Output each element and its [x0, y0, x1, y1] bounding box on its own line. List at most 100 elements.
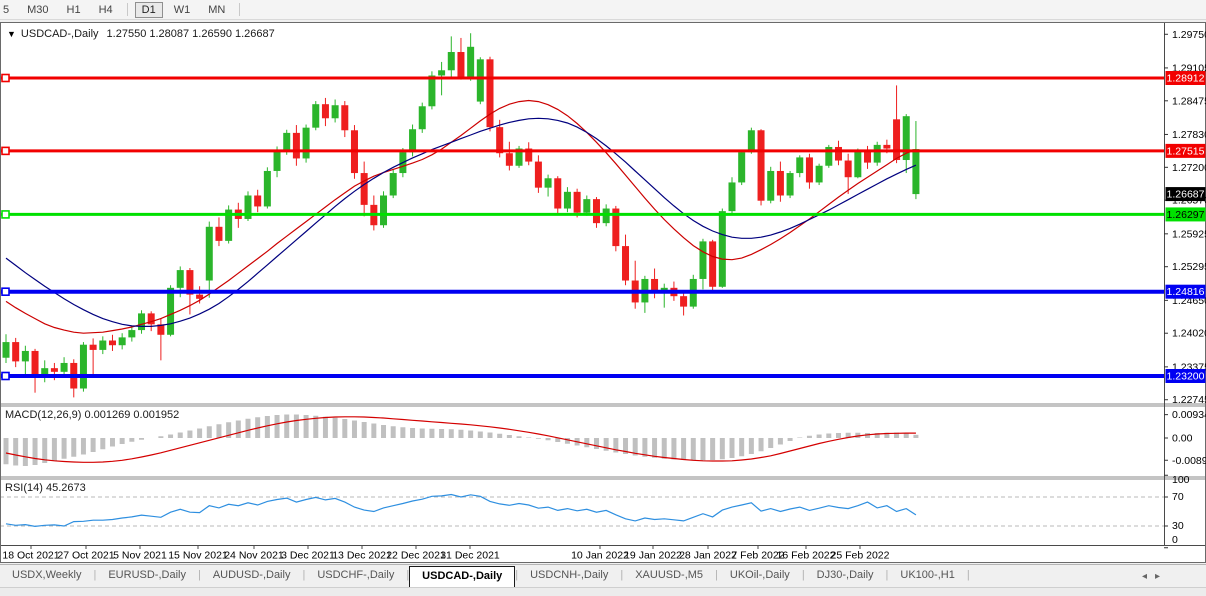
tab-ukoil-daily[interactable]: UKOil-,Daily: [729, 569, 790, 581]
price-badge: [1165, 207, 1206, 222]
macd-histogram-bar: [729, 438, 735, 458]
macd-histogram-bar: [826, 433, 832, 438]
timeframe-button-H1[interactable]: H1: [66, 3, 81, 16]
macd-histogram-bar: [623, 438, 629, 454]
date-axis-label: 15 Nov 2021: [168, 550, 228, 562]
rsi-axis-label: 100: [1172, 474, 1190, 486]
macd-histogram-bar: [226, 422, 232, 438]
candle-body: [418, 106, 426, 130]
levels-layer: [0, 73, 1164, 381]
candle-body: [573, 191, 581, 213]
candle-body: [438, 70, 446, 76]
candle-body: [331, 105, 339, 119]
macd-histogram-bar: [293, 414, 299, 438]
macd-histogram-bar: [700, 438, 706, 461]
candle-body: [273, 151, 281, 171]
candle-body: [41, 368, 49, 378]
candle-body: [457, 52, 465, 78]
timeframe-button-M30[interactable]: M30: [27, 3, 49, 16]
tab-uk100-h1[interactable]: UK100-,H1: [900, 569, 955, 581]
candle-body: [496, 127, 504, 154]
tab-usdx-weekly[interactable]: USDX,Weekly: [12, 569, 82, 581]
macd-histogram-bar: [913, 434, 919, 438]
timeframe-button-W1[interactable]: W1: [173, 3, 191, 16]
macd-histogram-bar: [613, 438, 619, 453]
macd-histogram-bar: [555, 438, 561, 442]
candle-body: [12, 342, 20, 362]
candle-body: [786, 173, 794, 196]
date-axis-label: 22 Dec 2021: [386, 550, 446, 562]
date-axis-label: 28 Jan 2022: [679, 550, 737, 562]
macd-histogram-bar: [894, 432, 900, 438]
macd-pane: [3, 414, 919, 466]
macd-histogram-bar: [439, 429, 445, 438]
candle-body: [321, 104, 329, 119]
candle-body: [592, 199, 600, 224]
price-axis-label: 1.25925: [1172, 228, 1206, 240]
macd-histogram-bar: [739, 438, 745, 457]
candle-body: [428, 75, 436, 107]
candle-body: [186, 270, 194, 295]
candle-body: [747, 130, 755, 153]
timeframe-button-5[interactable]: 5: [3, 3, 10, 16]
chart-canvas[interactable]: 1.297501.291051.284751.278301.272001.265…: [0, 22, 1206, 563]
macd-histogram-bar: [419, 428, 425, 438]
candle-body: [476, 59, 484, 102]
toolbar-separator: [126, 3, 128, 16]
tab-usdchf-daily[interactable]: USDCHF-,Daily: [317, 569, 395, 581]
candle-body: [108, 340, 116, 346]
price-axis-label: 1.29750: [1172, 29, 1206, 41]
macd-histogram-bar: [787, 438, 793, 441]
tab-usdcnh-daily[interactable]: USDCNH-,Daily: [530, 569, 609, 581]
tab-eurusd-daily[interactable]: EURUSD-,Daily: [108, 569, 186, 581]
candle-body: [893, 119, 901, 161]
candle-body: [844, 160, 852, 178]
tab-divider: |: [620, 569, 624, 581]
timeframe-button-D1[interactable]: D1: [134, 1, 163, 18]
tab-dj30-daily[interactable]: DJ30-,Daily: [816, 569, 874, 581]
macd-histogram-bar: [690, 438, 696, 461]
tab-divider: |: [715, 569, 718, 581]
symbol-dropdown-icon[interactable]: ▼: [7, 29, 16, 39]
tab-usdcad-daily[interactable]: USDCAD-,Daily: [409, 566, 516, 588]
price-badge: [1165, 284, 1206, 299]
macd-axis-label: -0.00890: [1172, 455, 1206, 467]
candle-body: [467, 46, 475, 78]
macd-histogram-bar: [593, 438, 599, 449]
macd-histogram-bar: [332, 417, 338, 438]
tab-scroll-arrows: ◂ ▸: [1142, 565, 1206, 588]
price-badge-value: 1.26687: [1167, 189, 1205, 201]
candle-body: [50, 368, 58, 372]
date-axis-label: 27 Oct 2021: [57, 550, 114, 562]
tab-xauusd-m5[interactable]: XAUUSD-,M5: [635, 569, 704, 581]
macd-histogram-bar: [545, 438, 551, 441]
price-badge-value: 1.28912: [1167, 73, 1205, 85]
timeframe-button-H4[interactable]: H4: [98, 3, 113, 16]
timeframe-button-MN[interactable]: MN: [208, 3, 226, 16]
macd-histogram-bar: [710, 438, 716, 460]
macd-histogram-bar: [32, 438, 38, 465]
candle-body: [176, 270, 184, 288]
price-badge-value: 1.26297: [1167, 209, 1205, 221]
macd-histogram-bar: [506, 435, 512, 438]
macd-histogram-bar: [51, 438, 57, 461]
candle-body: [283, 132, 291, 152]
macd-histogram-bar: [61, 438, 67, 459]
candle-body: [622, 246, 630, 281]
candle-body: [815, 165, 823, 183]
rsi-pane: [0, 493, 1164, 528]
tab-divider: |: [197, 569, 201, 581]
macd-histogram-bar: [13, 438, 19, 466]
macd-histogram-bar: [855, 432, 861, 438]
macd-histogram-bar: [381, 425, 387, 438]
chart-window: 1.297501.291051.284751.278301.272001.265…: [0, 22, 1206, 563]
macd-histogram-bar: [535, 438, 541, 439]
candle-body: [389, 173, 397, 196]
candle-body: [341, 105, 349, 131]
tab-scroll-right-icon[interactable]: ▸: [1154, 571, 1160, 582]
tab-divider: |: [966, 569, 970, 581]
macd-histogram-bar: [758, 438, 764, 452]
tab-scroll-left-icon[interactable]: ◂: [1141, 571, 1147, 582]
macd-histogram-bar: [80, 438, 86, 455]
tab-audusd-daily[interactable]: AUDUSD-,Daily: [212, 569, 291, 581]
